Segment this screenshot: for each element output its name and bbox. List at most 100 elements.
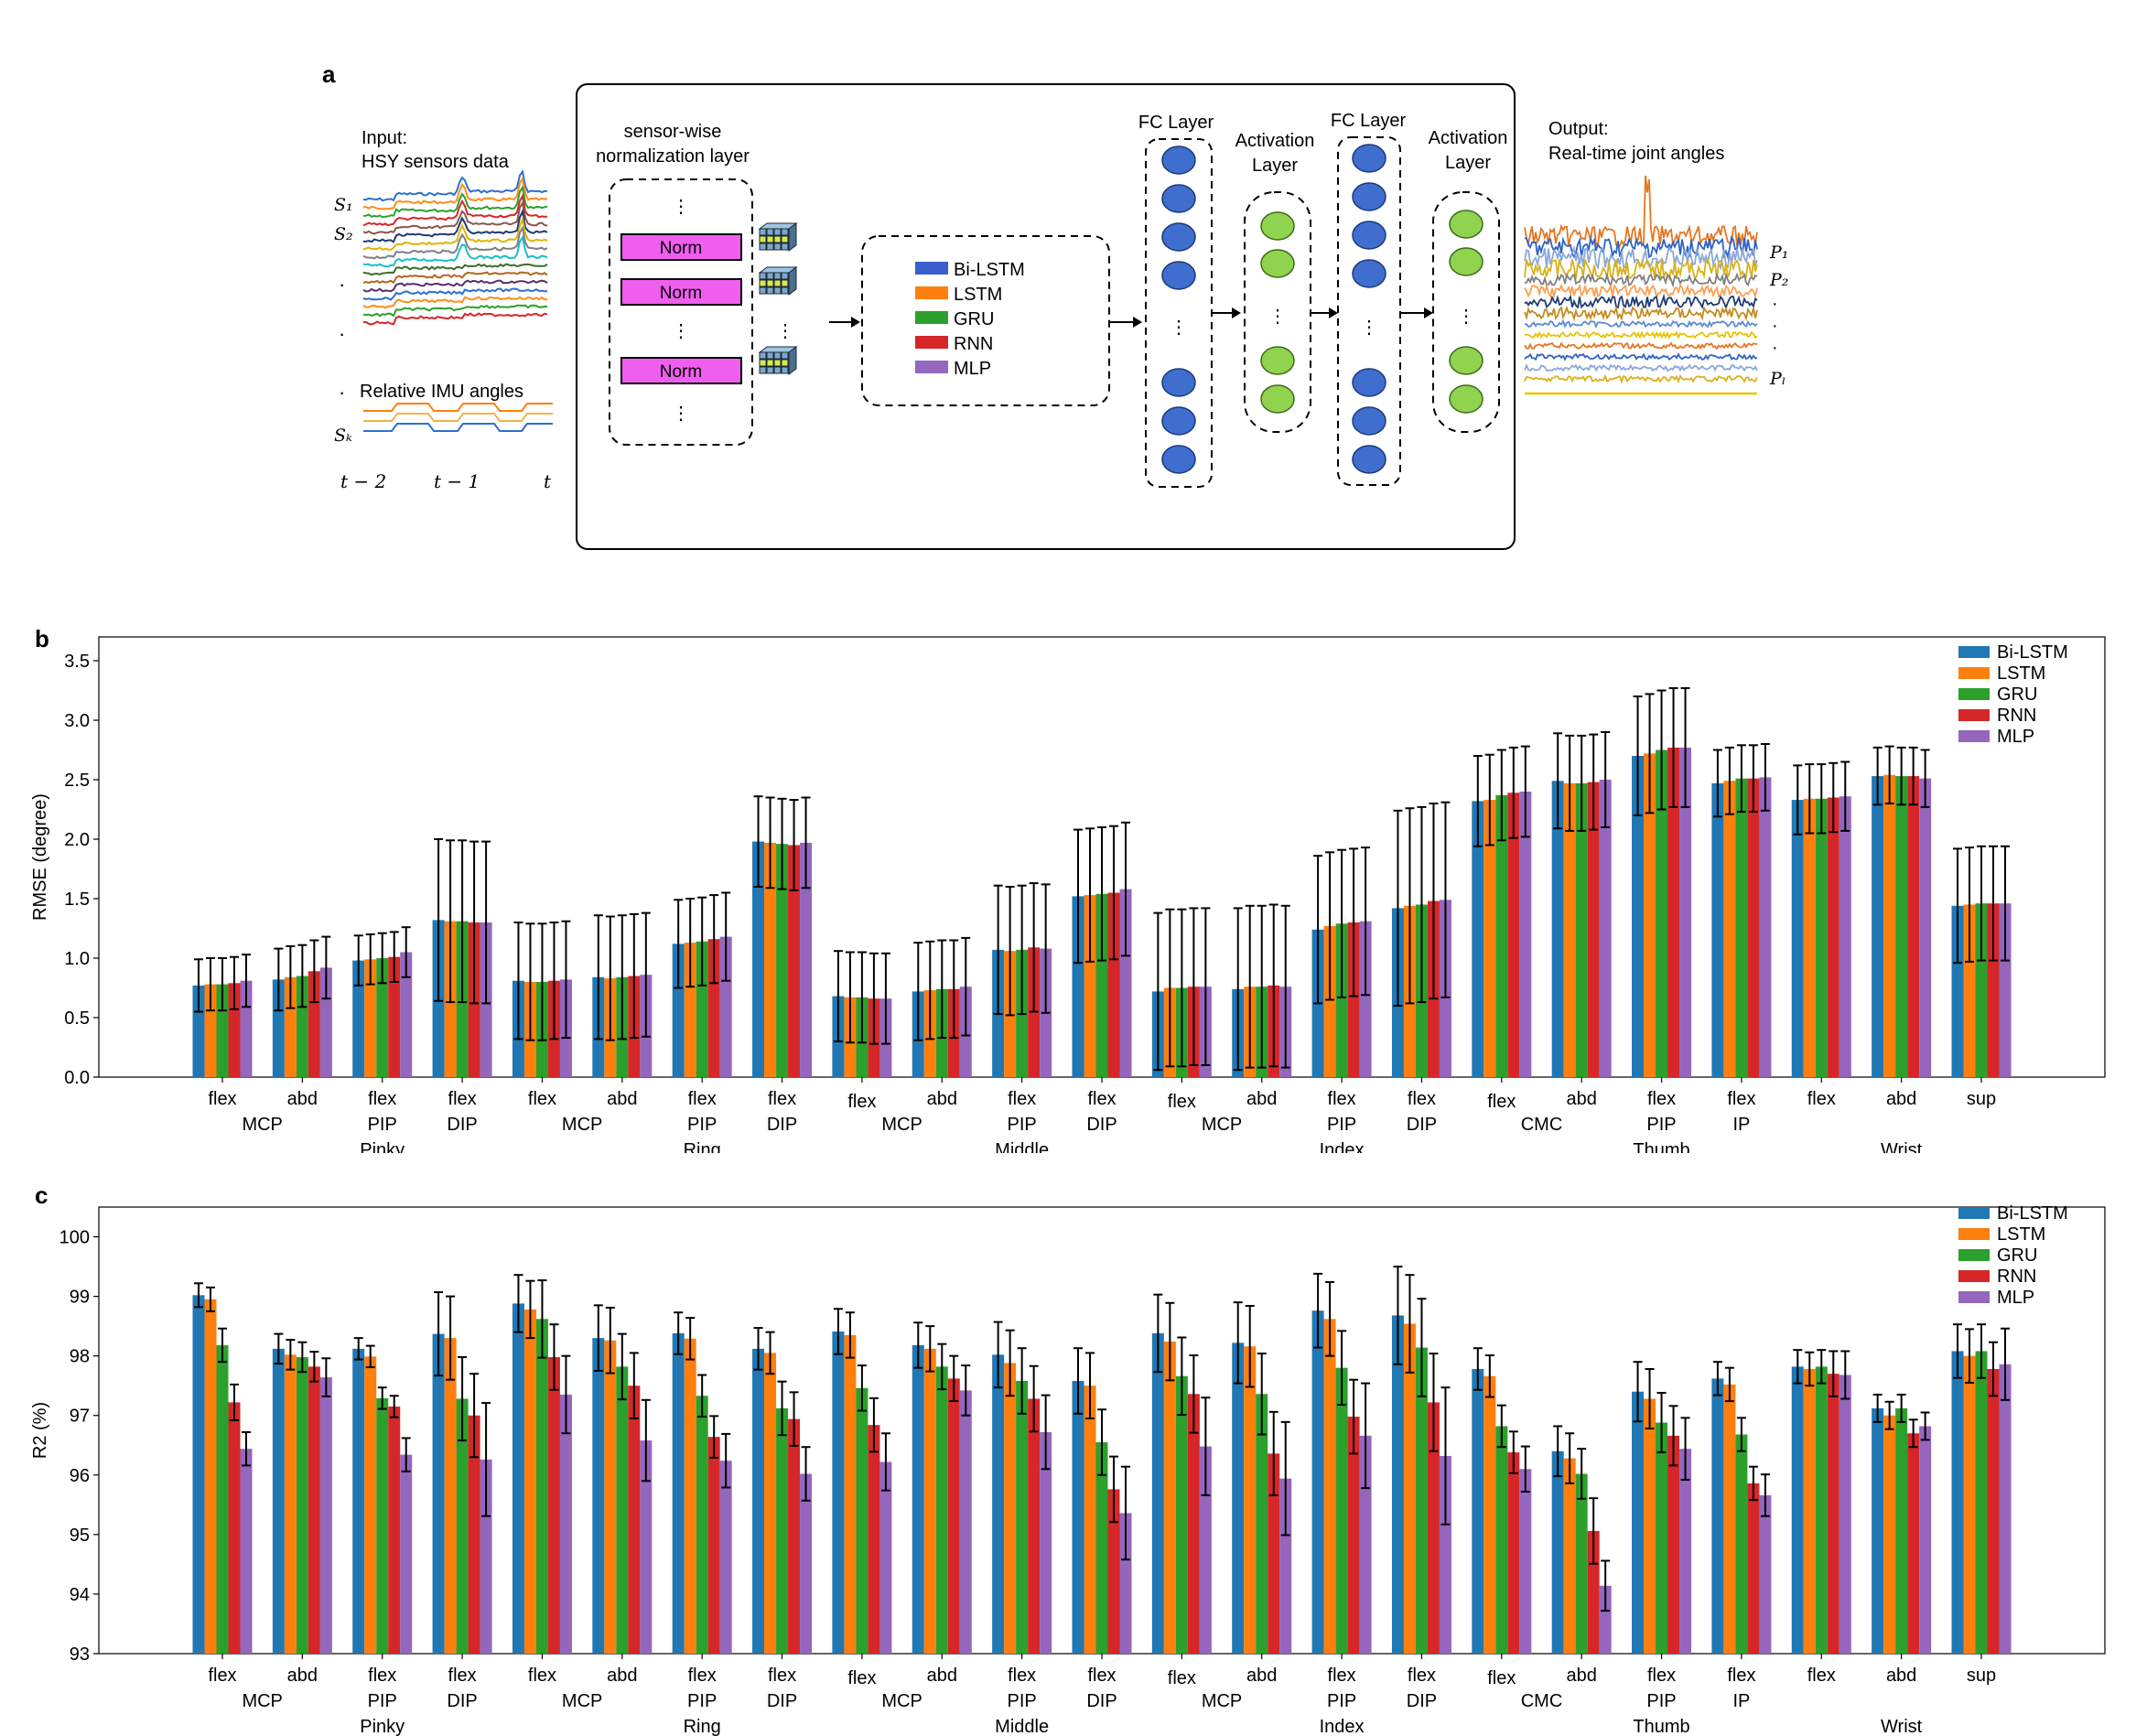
- x-tick-label: flex: [1168, 1092, 1196, 1112]
- sensor-label-s2: S₂: [334, 224, 353, 244]
- bar-rnn: [1827, 797, 1840, 1077]
- vertical-dot: ·: [339, 273, 345, 296]
- cube-cell: [773, 243, 782, 251]
- bar-bi-lstm: [1872, 776, 1884, 1077]
- cube-cell: [773, 228, 782, 236]
- x-tick-label: flex: [768, 1666, 796, 1686]
- bar-lstm: [523, 1309, 536, 1654]
- bar-lstm: [764, 842, 777, 1077]
- sensor-trace: [362, 208, 548, 243]
- bar-mlp: [1279, 1478, 1292, 1654]
- output-trace: [1524, 373, 1758, 384]
- cube-cell: [773, 286, 782, 295]
- vertical-dot: ·: [1772, 316, 1778, 336]
- joint-group-label: IP: [1732, 1115, 1750, 1135]
- sensor-traces: [362, 169, 548, 326]
- joint-group-label: PIP: [368, 1691, 397, 1711]
- tensor-cube-icons: [758, 222, 798, 375]
- joint-group-label: MCP: [881, 1115, 922, 1135]
- output-label-pl: Pₗ: [1769, 369, 1786, 389]
- bar-gru: [1735, 778, 1748, 1077]
- cube-cell: [766, 366, 774, 374]
- activation-node: [1449, 346, 1483, 375]
- bar-rnn: [1987, 1368, 2000, 1654]
- bar-rnn: [1587, 782, 1600, 1077]
- y-tick-label: 2.5: [64, 771, 90, 791]
- bar-gru: [1175, 1375, 1188, 1654]
- bar-lstm: [364, 1356, 377, 1654]
- bar-lstm: [1963, 904, 1976, 1077]
- rmse-bar-chart: b 0.0 0.5 1.0 1.5 2.0 2.5 3.0 3.5 RMSE (degree) fl…: [30, 625, 2106, 1153]
- bar-gru: [616, 1366, 629, 1654]
- x-tick-label: abd: [287, 1089, 318, 1109]
- bar-mlp: [719, 1461, 732, 1654]
- bar-mlp: [1759, 1494, 1772, 1654]
- bar-mlp: [559, 1394, 572, 1654]
- legend-label: Bi-LSTM: [1997, 1203, 2068, 1224]
- x-tick-label: flex: [1408, 1666, 1436, 1686]
- time-label-t: t: [544, 470, 552, 492]
- output-trace: [1524, 283, 1758, 299]
- fc-layer-1-nodes: [1161, 146, 1196, 474]
- cube-cell: [766, 351, 774, 360]
- x-tick-label: flex: [528, 1089, 556, 1109]
- cube-side: [788, 346, 797, 375]
- bar-mlp: [319, 1377, 332, 1654]
- x-tick-label: flex: [1168, 1668, 1196, 1688]
- fc-layer-label: FC Layer: [1138, 113, 1214, 133]
- joint-group-label: IP: [1732, 1691, 1750, 1711]
- x-tick-label: abd: [1246, 1089, 1277, 1109]
- bar-gru: [935, 1366, 948, 1654]
- bar-bi-lstm: [1711, 1378, 1724, 1654]
- bar-bi-lstm: [592, 1338, 605, 1654]
- bar-bi-lstm: [672, 1332, 685, 1654]
- output-trace: [1524, 257, 1758, 282]
- cube-cell: [766, 235, 774, 243]
- bar-bi-lstm: [1711, 782, 1724, 1077]
- joint-group-label: DIP: [1407, 1691, 1437, 1711]
- finger-label: Ring: [684, 1717, 721, 1736]
- finger-label: Thumb: [1633, 1717, 1689, 1736]
- fc-node: [1352, 406, 1386, 436]
- x-tick-label: flex: [208, 1666, 236, 1686]
- bar-rnn: [1347, 1417, 1360, 1654]
- bar-bi-lstm: [992, 1354, 1005, 1654]
- bar-mlp: [240, 1449, 253, 1654]
- sensor-trace: [362, 169, 548, 202]
- cube-cell: [773, 351, 782, 360]
- bar-rnn: [707, 939, 720, 1077]
- joint-group-label: MCP: [1202, 1691, 1242, 1711]
- bar-lstm: [1723, 1384, 1736, 1654]
- cube-cell: [766, 279, 774, 287]
- cube-cell: [759, 366, 767, 374]
- bar-mlp: [480, 1459, 492, 1654]
- bar-gru: [216, 984, 229, 1077]
- bar-rnn: [468, 1415, 480, 1654]
- norm-block: [620, 233, 742, 261]
- model-legend-swatch: [915, 336, 948, 349]
- bar-lstm: [1244, 1346, 1257, 1654]
- bar-lstm: [1403, 1323, 1416, 1654]
- x-tick-label: abd: [607, 1089, 637, 1109]
- activation-label-2: Layer: [1445, 153, 1491, 173]
- fc-node: [1352, 144, 1386, 173]
- imu-trace: [363, 413, 553, 422]
- cube-cell: [781, 366, 789, 374]
- dots-icon: ⋮: [672, 197, 690, 217]
- cube-cell: [759, 351, 767, 360]
- cube-cell: [781, 272, 789, 280]
- legend-label: Bi-LSTM: [1997, 642, 2068, 663]
- bar-gru: [376, 958, 389, 1077]
- x-tick-label: flex: [688, 1089, 717, 1109]
- legend-label: GRU: [1997, 1245, 2037, 1266]
- bar-lstm: [1883, 774, 1896, 1077]
- joint-group-label: PIP: [368, 1115, 397, 1135]
- cube-cell: [773, 272, 782, 280]
- finger-label: Index: [1320, 1717, 1365, 1736]
- bar-gru: [296, 976, 308, 1077]
- sensor-trace: [362, 304, 547, 318]
- activation-node: [1260, 346, 1295, 375]
- bar-mlp: [1919, 1426, 1932, 1654]
- bar-gru: [1495, 1426, 1508, 1654]
- bar-bi-lstm: [672, 943, 685, 1077]
